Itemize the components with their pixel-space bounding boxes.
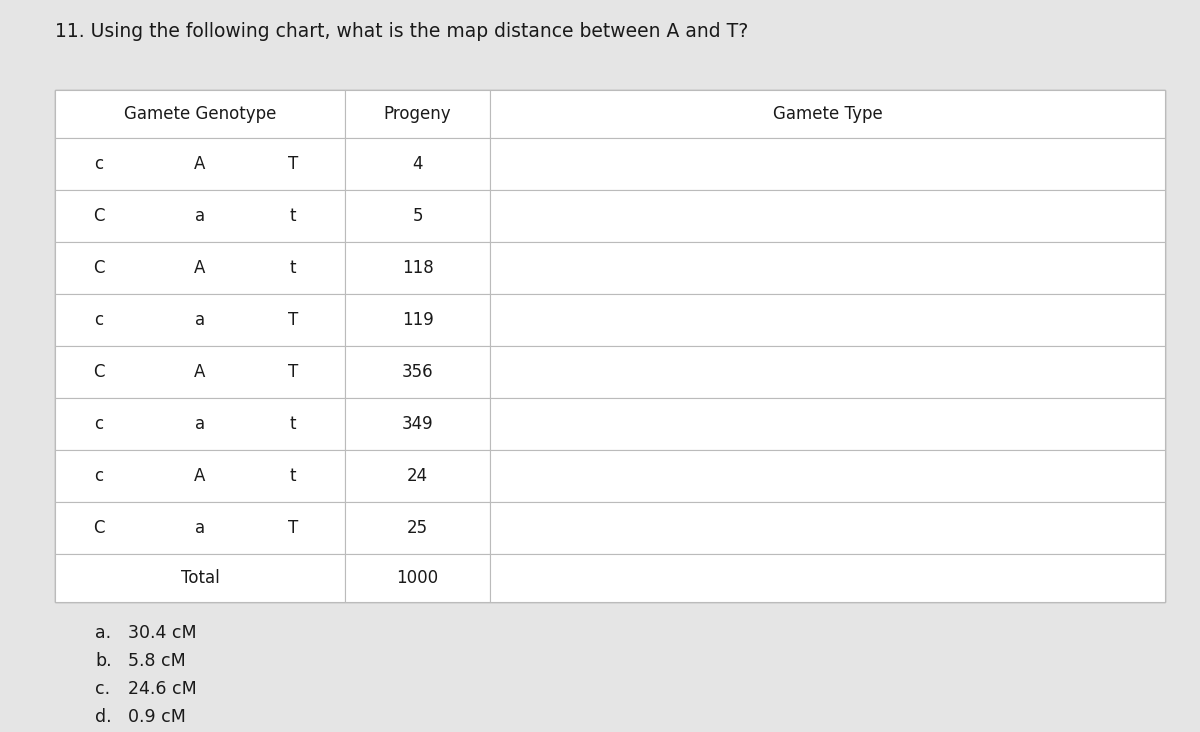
Text: 25: 25 <box>407 519 428 537</box>
Text: c.: c. <box>95 680 110 698</box>
Text: 118: 118 <box>402 259 433 277</box>
Bar <box>55 346 346 398</box>
Bar <box>55 138 346 190</box>
Text: t: t <box>289 259 296 277</box>
Text: b.: b. <box>95 652 112 670</box>
Text: A: A <box>194 467 205 485</box>
Bar <box>346 398 490 450</box>
Text: c: c <box>94 311 103 329</box>
Bar <box>346 242 490 294</box>
Bar <box>490 346 1165 398</box>
Text: a: a <box>194 519 205 537</box>
Text: 30.4 cM: 30.4 cM <box>128 624 197 642</box>
Bar <box>55 190 346 242</box>
Bar <box>346 138 490 190</box>
Bar <box>346 90 490 138</box>
Text: a: a <box>194 415 205 433</box>
Text: T: T <box>288 311 298 329</box>
Bar <box>55 242 346 294</box>
Text: A: A <box>194 155 205 173</box>
Bar <box>55 90 346 138</box>
Text: A: A <box>194 363 205 381</box>
Text: 0.9 cM: 0.9 cM <box>128 708 186 726</box>
Text: t: t <box>289 207 296 225</box>
Bar <box>346 346 490 398</box>
Text: A: A <box>194 259 205 277</box>
Text: 5.8 cM: 5.8 cM <box>128 652 186 670</box>
Text: Total: Total <box>181 569 220 587</box>
Text: C: C <box>92 207 104 225</box>
Bar <box>346 502 490 554</box>
Bar <box>55 398 346 450</box>
Text: Gamete Genotype: Gamete Genotype <box>124 105 276 123</box>
Text: c: c <box>94 155 103 173</box>
Bar <box>490 450 1165 502</box>
Text: t: t <box>289 415 296 433</box>
Text: a: a <box>194 311 205 329</box>
Text: d.: d. <box>95 708 112 726</box>
Text: 4: 4 <box>413 155 422 173</box>
Bar <box>346 450 490 502</box>
Text: C: C <box>92 363 104 381</box>
Text: T: T <box>288 155 298 173</box>
Text: C: C <box>92 519 104 537</box>
Bar <box>55 554 346 602</box>
Text: T: T <box>288 519 298 537</box>
Bar <box>55 90 1165 602</box>
Text: 11. Using the following chart, what is the map distance between A and T?: 11. Using the following chart, what is t… <box>55 22 749 41</box>
Bar <box>490 190 1165 242</box>
Bar <box>346 190 490 242</box>
Bar <box>490 398 1165 450</box>
Bar <box>490 554 1165 602</box>
Bar <box>490 242 1165 294</box>
Text: 349: 349 <box>402 415 433 433</box>
Bar <box>55 450 346 502</box>
Text: c: c <box>94 415 103 433</box>
Bar <box>490 502 1165 554</box>
Text: C: C <box>92 259 104 277</box>
Text: Gamete Type: Gamete Type <box>773 105 882 123</box>
Text: c: c <box>94 467 103 485</box>
Text: a: a <box>194 207 205 225</box>
Text: 1000: 1000 <box>396 569 438 587</box>
Bar <box>346 554 490 602</box>
Text: 24.6 cM: 24.6 cM <box>128 680 197 698</box>
Bar <box>346 294 490 346</box>
Text: a.: a. <box>95 624 112 642</box>
Text: 24: 24 <box>407 467 428 485</box>
Text: Progeny: Progeny <box>384 105 451 123</box>
Text: t: t <box>289 467 296 485</box>
Text: 356: 356 <box>402 363 433 381</box>
Bar <box>490 294 1165 346</box>
Text: 119: 119 <box>402 311 433 329</box>
Text: T: T <box>288 363 298 381</box>
Bar <box>490 90 1165 138</box>
Bar <box>490 138 1165 190</box>
Bar <box>55 502 346 554</box>
Bar <box>55 294 346 346</box>
Text: 5: 5 <box>413 207 422 225</box>
